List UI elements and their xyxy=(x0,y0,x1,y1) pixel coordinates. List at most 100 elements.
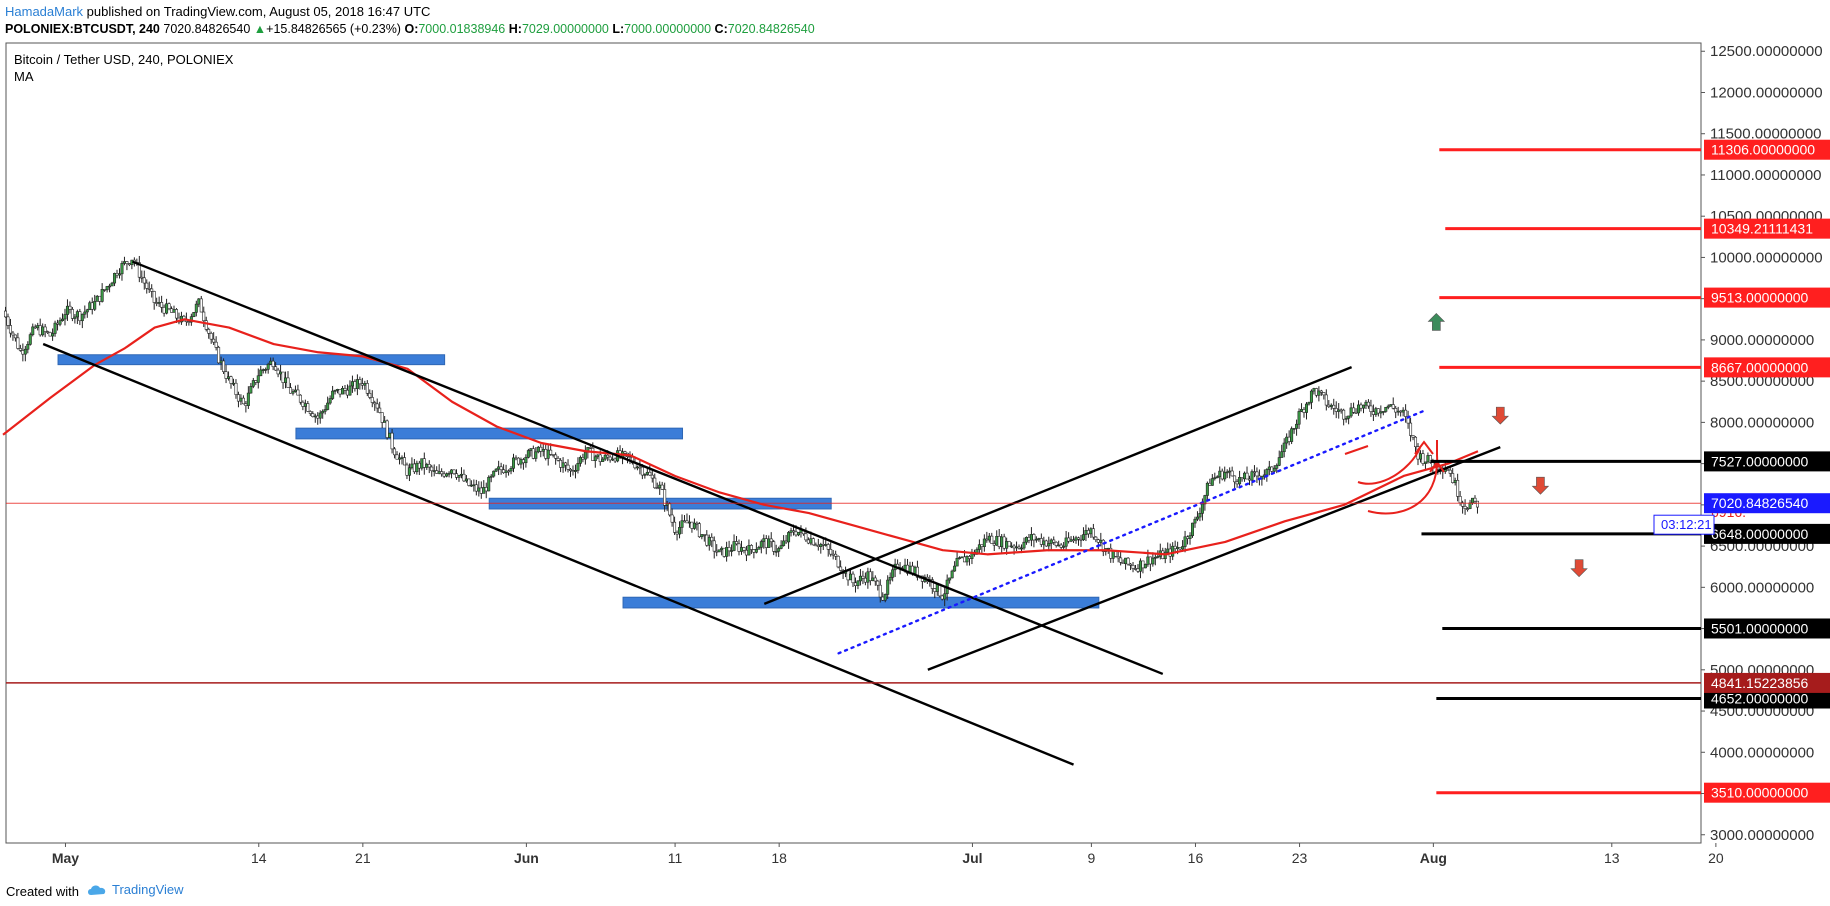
candle-body-159 xyxy=(395,454,399,460)
candle-body-101 xyxy=(251,380,255,387)
candle-body-111 xyxy=(276,369,280,375)
candle-body-66 xyxy=(165,303,169,314)
candle-body-92 xyxy=(229,376,233,384)
candle-body-484 xyxy=(1200,503,1204,514)
time-axis[interactable]: May 14 21 Jun 11 18 Jul 9 16 23 Aug 13 20 xyxy=(52,843,1724,866)
candle-body-333 xyxy=(826,544,830,550)
candle-body-246 xyxy=(611,458,615,461)
candle-body-102 xyxy=(254,380,258,383)
candle-body-558 xyxy=(1384,406,1388,412)
candle-body-67 xyxy=(167,303,171,310)
candle-body-403 xyxy=(1000,536,1004,547)
candle-body-303 xyxy=(752,549,756,553)
candle-body-384 xyxy=(953,565,957,572)
candle-body-595 xyxy=(1475,500,1479,508)
candle-body-244 xyxy=(606,454,610,458)
level-label-6-bg xyxy=(1704,523,1830,544)
candle-body-315 xyxy=(782,540,786,546)
candle-body-576 xyxy=(1428,455,1432,463)
candle-body-188 xyxy=(467,478,471,486)
candle-body-321 xyxy=(796,531,800,536)
candle-body-128 xyxy=(318,412,322,419)
price-chart[interactable]: Bitcoin / Tether USD, 240, POLONIEX MA 3… xyxy=(0,0,1830,878)
candle-body-144 xyxy=(358,379,362,385)
candle-body-510 xyxy=(1265,469,1269,476)
symbol-interval[interactable]: POLONIEX:BTCUSDT, 240 xyxy=(5,22,160,36)
last-price: 7020.84826540 xyxy=(163,22,251,36)
candle-body-325 xyxy=(806,539,810,544)
candle-body-419 xyxy=(1039,538,1043,545)
candle-body-297 xyxy=(737,543,741,552)
candle-body-85 xyxy=(212,338,216,343)
x-tick-label: 13 xyxy=(1604,850,1620,866)
candle-body-525 xyxy=(1302,409,1306,413)
candle-body-553 xyxy=(1371,411,1375,415)
candle-body-463 xyxy=(1148,556,1152,565)
level-label-8-bg xyxy=(1704,688,1830,709)
candle-body-401 xyxy=(995,536,999,546)
candle-body-233 xyxy=(578,457,582,464)
candle-body-452 xyxy=(1121,561,1125,565)
candle-body-7 xyxy=(18,348,22,351)
candle-body-11 xyxy=(28,334,32,345)
candle-body-207 xyxy=(514,457,518,460)
candle-body-63 xyxy=(157,302,161,304)
candle-body-126 xyxy=(313,415,317,418)
candle-body-584 xyxy=(1448,469,1452,474)
candle-body-42 xyxy=(105,286,109,291)
candle-body-187 xyxy=(464,478,468,482)
candle-body-568 xyxy=(1409,422,1413,436)
candles-layer xyxy=(4,255,1479,607)
candle-body-97 xyxy=(241,397,245,405)
level-label-3: 9513.00000000 xyxy=(1711,290,1809,306)
level-label-3-bg xyxy=(1704,287,1830,308)
level-label-4-bg xyxy=(1704,357,1830,378)
candle-body-490 xyxy=(1215,476,1219,479)
candle-body-269 xyxy=(668,503,672,516)
author-link[interactable]: HamadaMark xyxy=(5,4,84,19)
candle-body-478 xyxy=(1186,536,1190,539)
candle-body-541 xyxy=(1342,409,1346,420)
candle-body-533 xyxy=(1322,392,1326,396)
candle-body-35 xyxy=(88,302,92,311)
projection-curve-up xyxy=(1357,447,1421,485)
candle-body-82 xyxy=(204,320,208,330)
candle-body-358 xyxy=(888,577,892,581)
candle-body-8 xyxy=(21,350,25,355)
candle-body-155 xyxy=(385,420,389,438)
candle-body-38 xyxy=(95,295,99,302)
candle-body-167 xyxy=(415,462,419,473)
arrow-down-icon-4 xyxy=(1570,559,1588,578)
candle-body-524 xyxy=(1300,409,1304,412)
candle-body-242 xyxy=(601,458,605,462)
price-axis[interactable]: 3000.000000003500.000000004000.000000004… xyxy=(1653,43,1830,844)
candle-body-433 xyxy=(1074,537,1078,541)
candle-body-104 xyxy=(259,369,263,377)
created-with-label: Created with xyxy=(6,884,79,899)
candle-body-489 xyxy=(1213,477,1217,479)
level-label-1: 11306.00000000 xyxy=(1711,142,1815,158)
candle-body-434 xyxy=(1077,537,1081,540)
tradingview-link[interactable]: TradingView xyxy=(86,882,184,897)
candle-body-211 xyxy=(524,457,528,464)
candle-body-446 xyxy=(1106,547,1110,550)
drawings-layer xyxy=(42,260,1588,766)
dotted-trend-line xyxy=(837,408,1428,655)
candle-body-64 xyxy=(160,302,164,308)
candle-body-565 xyxy=(1401,409,1405,413)
candle-body-382 xyxy=(948,577,952,581)
candle-body-168 xyxy=(417,462,421,469)
arrow-down-icon-2 xyxy=(1491,406,1510,425)
current-price-label: 7020.84826540 xyxy=(1711,495,1809,511)
candle-body-172 xyxy=(427,464,431,468)
candle-body-395 xyxy=(980,544,984,547)
candle-body-312 xyxy=(774,551,778,553)
candle-body-190 xyxy=(472,484,476,487)
candle-body-349 xyxy=(866,571,870,583)
candle-body-48 xyxy=(120,263,124,275)
candle-body-284 xyxy=(705,534,709,546)
candle-body-495 xyxy=(1228,470,1232,473)
candle-body-90 xyxy=(224,371,228,379)
candle-body-170 xyxy=(422,458,426,468)
candle-body-488 xyxy=(1210,478,1214,486)
